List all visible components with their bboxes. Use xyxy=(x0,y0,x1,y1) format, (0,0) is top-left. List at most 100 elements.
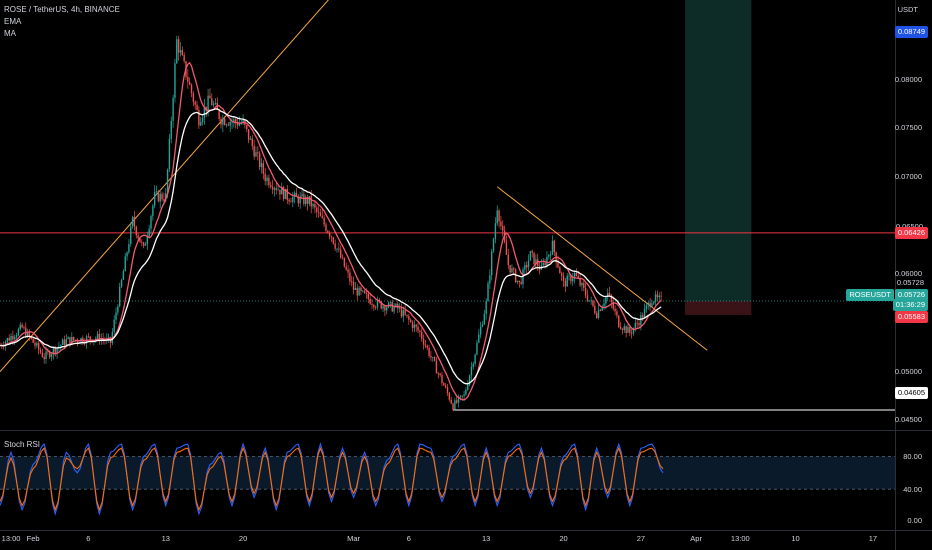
candle-body xyxy=(28,331,31,337)
candle-body xyxy=(409,319,412,322)
stoch-d-line xyxy=(0,446,664,512)
candle-body xyxy=(553,240,556,253)
support-badge: 0.04605 xyxy=(894,387,928,399)
candle-body xyxy=(282,187,285,200)
candle-body xyxy=(479,326,482,335)
candle-body xyxy=(251,138,253,146)
candle-body xyxy=(161,193,163,200)
candle-body xyxy=(308,196,311,204)
candle-body xyxy=(119,286,121,307)
candle-body xyxy=(402,310,405,317)
candle-body xyxy=(321,216,323,218)
candle-body xyxy=(223,118,226,125)
candle-body xyxy=(45,351,47,360)
candle-body xyxy=(577,275,579,278)
candle-body xyxy=(535,259,537,265)
candle-body xyxy=(314,204,316,208)
candle-body xyxy=(242,119,244,124)
candle-body xyxy=(249,138,252,140)
candle-body xyxy=(638,323,640,326)
candle-body xyxy=(148,228,150,237)
candle-body xyxy=(236,122,239,126)
candle-body xyxy=(273,188,276,190)
candle-body xyxy=(107,337,110,339)
candle-body xyxy=(200,122,202,126)
candle-body xyxy=(23,327,25,329)
candle-body xyxy=(443,383,445,386)
candle-body xyxy=(415,324,417,327)
candle-body xyxy=(566,275,568,287)
candle-body xyxy=(546,256,548,266)
candle-body xyxy=(592,300,594,306)
time-tick: 10 xyxy=(791,534,800,543)
candle-body xyxy=(159,193,161,202)
candle-body xyxy=(421,332,423,339)
ma-legend[interactable]: MA xyxy=(4,29,16,38)
candle-body xyxy=(551,240,554,255)
candle-body xyxy=(286,188,288,200)
candle-body xyxy=(130,226,132,245)
candle-body xyxy=(413,324,416,329)
candle-body xyxy=(588,300,591,302)
candle-body xyxy=(271,186,274,190)
candle-body xyxy=(387,302,390,308)
candle-body xyxy=(120,279,123,287)
candle-body xyxy=(594,305,596,314)
candle-body xyxy=(485,301,487,315)
candle-body xyxy=(514,269,517,283)
candle-body xyxy=(258,153,261,168)
candle-body xyxy=(457,396,460,403)
candle-body xyxy=(559,267,561,274)
ema-legend[interactable]: EMA xyxy=(4,17,22,26)
candle-body xyxy=(511,268,513,273)
resistance-badge: 0.06426 xyxy=(894,227,928,239)
candle-body xyxy=(562,275,565,281)
candle-body xyxy=(174,63,176,98)
candle-body xyxy=(36,343,38,346)
candle-body xyxy=(52,347,55,355)
candle-body xyxy=(433,357,436,361)
candle-body xyxy=(165,193,167,201)
candle-body xyxy=(518,280,521,283)
candle-body xyxy=(572,278,574,282)
stoch-tick-80: 80.00 xyxy=(903,452,922,461)
candle-body xyxy=(384,306,386,311)
target-zone xyxy=(685,0,752,301)
candle-body xyxy=(227,124,230,126)
candle-body xyxy=(281,187,283,195)
candle-body xyxy=(537,259,539,267)
candle-body xyxy=(505,241,508,255)
candle-body xyxy=(422,338,425,345)
candle-body xyxy=(2,346,5,348)
candle-body xyxy=(487,283,489,302)
time-tick: 20 xyxy=(238,534,248,543)
candle-body xyxy=(376,299,379,308)
time-tick: 20 xyxy=(559,534,568,543)
candle-body xyxy=(371,303,373,305)
candle-body xyxy=(255,152,257,157)
current-price-badge: 0.05726 xyxy=(894,289,928,301)
candle-body xyxy=(516,280,519,283)
candle-body xyxy=(290,201,292,203)
candle-body xyxy=(498,210,500,222)
candle-body xyxy=(49,352,51,358)
candle-body xyxy=(656,294,659,298)
candle-body xyxy=(188,81,191,85)
candle-body xyxy=(483,314,486,325)
candle-body xyxy=(264,173,266,182)
candle-body xyxy=(474,354,476,364)
candle-body xyxy=(122,271,125,280)
symbol-title[interactable]: ROSE / TetherUS, 4h, BINANCE xyxy=(4,5,120,14)
candle-body xyxy=(363,290,366,294)
candle-body xyxy=(277,189,279,191)
candle-body xyxy=(39,349,42,353)
candle-body xyxy=(72,336,75,340)
candle-body xyxy=(476,342,478,355)
candle-body xyxy=(299,196,301,204)
stoch-legend[interactable]: Stoch RSI xyxy=(4,440,41,449)
candle-body xyxy=(330,236,333,238)
candle-body xyxy=(222,118,224,125)
candle-body xyxy=(293,192,296,197)
candle-body xyxy=(266,177,268,182)
